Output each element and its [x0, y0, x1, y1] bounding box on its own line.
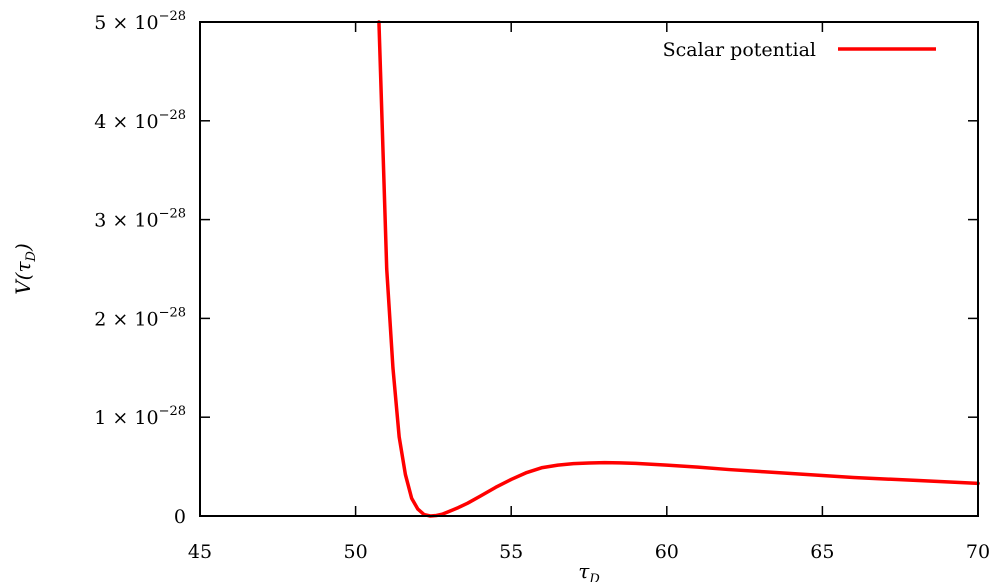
legend-label: Scalar potential	[663, 39, 816, 61]
x-tick-label: 55	[499, 541, 523, 563]
y-axis-label: V(τD)	[11, 243, 39, 295]
x-tick-label: 65	[810, 541, 834, 563]
x-tick-label: 45	[188, 541, 212, 563]
x-tick-label: 60	[655, 541, 679, 563]
y-tick-label: 0	[174, 506, 186, 528]
tick-labels: 45 50 55 60 65 70 0 1 × 10−28 2 × 10−28 3 × 10−28…	[94, 9, 990, 563]
x-tick-label: 50	[344, 541, 368, 563]
tick-marks	[199, 21, 979, 517]
series-line-scalar-potential	[377, 20, 980, 518]
y-tick-label: 2 × 10−28	[94, 305, 186, 330]
x-tick-label: 70	[966, 541, 990, 563]
y-tick-label: 3 × 10−28	[94, 207, 186, 232]
y-tick-label: 4 × 10−28	[94, 108, 186, 133]
y-tick-label: 1 × 10−28	[94, 404, 186, 429]
legend: Scalar potential	[663, 39, 936, 61]
plot-frame	[199, 21, 979, 517]
x-axis-label: τD	[578, 559, 600, 582]
y-tick-label: 5 × 10−28	[94, 9, 186, 34]
